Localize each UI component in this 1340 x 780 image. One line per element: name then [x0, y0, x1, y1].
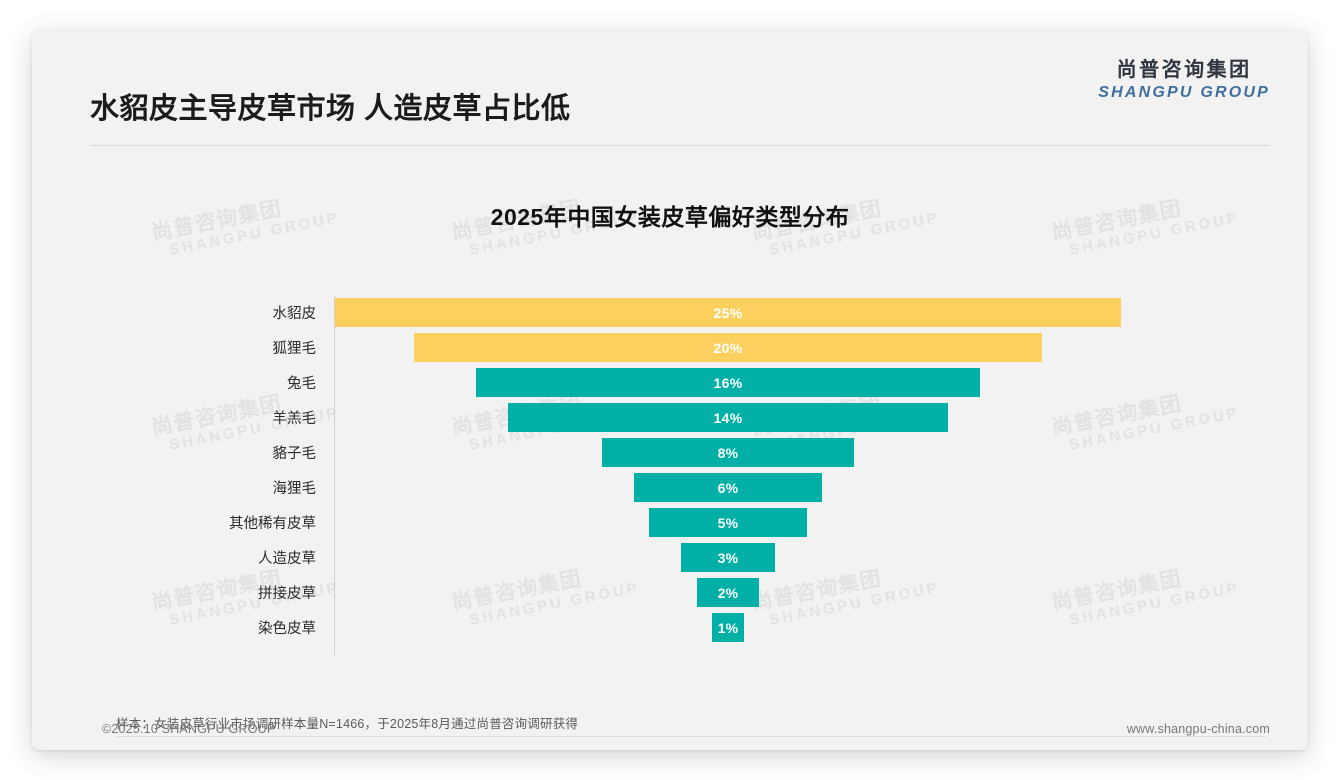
bar-category-label: 羊羔毛 [272, 411, 317, 427]
chart-row: 人造皮草 3% [162, 540, 1192, 575]
bar-track: 5% [325, 505, 1192, 540]
bar-category-label: 染色皮草 [258, 621, 316, 637]
bar-chart: 水貂皮 25% 狐狸毛 20% 兔毛 16% 羊羔毛 14% 貉子毛 8% 海狸毛 6% 其他稀有皮草 5… [162, 262, 1192, 662]
bar-category-label: 海狸毛 [272, 481, 317, 497]
footer-copyright: ©2025.10 SHANGPU GROUP [102, 722, 276, 736]
bar[interactable]: 6% [633, 473, 823, 502]
chart-row: 水貂皮 25% [162, 295, 1192, 330]
bar-value-label: 25% [713, 304, 743, 321]
bar-track: 14% [325, 400, 1192, 435]
header-divider [90, 145, 1270, 146]
slide-card: 尚普咨询集团 SHANGPU GROUP 尚普咨询集团 SHANGPU GROUP 尚普… [32, 30, 1308, 750]
footnote-divider [116, 736, 1266, 737]
bar[interactable]: 5% [649, 508, 807, 537]
chart-title: 2025年中国女装皮草偏好类型分布 [490, 204, 850, 230]
bar-value-label: 2% [717, 584, 739, 601]
bar-track: 16% [325, 365, 1192, 400]
slide-header: 水貂皮主导皮草市场 人造皮草占比低 尚普咨询集团 SHANGPU GROUP [32, 30, 1308, 125]
bar-value-label: 5% [717, 514, 739, 531]
bar-track: 3% [325, 540, 1192, 575]
bar-track: 8% [325, 435, 1192, 470]
bar-value-label: 14% [713, 409, 743, 426]
bar-track: 1% [325, 610, 1192, 645]
bar[interactable]: 2% [696, 578, 760, 607]
bar-category-label: 貉子毛 [272, 446, 317, 462]
footnote: 样本：女装皮草行业市场调研样本量N=1466，于2025年8月通过尚普咨询调研获… [116, 717, 579, 731]
bar-category-label: 狐狸毛 [272, 341, 317, 357]
chart-row: 狐狸毛 20% [162, 330, 1192, 365]
bar-track: 25% [325, 295, 1192, 330]
bar-value-label: 20% [713, 339, 743, 356]
chart-row: 其他稀有皮草 5% [162, 505, 1192, 540]
bar-track: 6% [325, 470, 1192, 505]
chart-row: 拼接皮草 2% [162, 575, 1192, 610]
bar[interactable]: 8% [602, 438, 854, 467]
bar[interactable]: 20% [413, 333, 1043, 362]
chart-row: 染色皮草 1% [162, 610, 1192, 645]
bar[interactable]: 14% [507, 403, 949, 432]
bar-value-label: 16% [713, 374, 743, 391]
chart-row: 羊羔毛 14% [162, 400, 1192, 435]
chart-row: 兔毛 16% [162, 365, 1192, 400]
bar-value-label: 1% [717, 619, 739, 636]
chart-row: 海狸毛 6% [162, 470, 1192, 505]
brand-logo-cn: 尚普咨询集团 [1116, 59, 1252, 81]
bar[interactable]: 16% [476, 368, 980, 397]
brand-logo-en: SHANGPU GROUP [1098, 84, 1270, 101]
bar-track: 2% [325, 575, 1192, 610]
slide-footer: ©2025.10 SHANGPU GROUP www.shangpu-china… [32, 716, 1308, 750]
bar-category-label: 拼接皮草 [258, 586, 316, 602]
bar-category-label: 人造皮草 [258, 551, 316, 567]
bar-category-label: 其他稀有皮草 [229, 516, 316, 532]
chart-row: 貉子毛 8% [162, 435, 1192, 470]
page-title: 水貂皮主导皮草市场 人造皮草占比低 [90, 93, 571, 125]
bar-value-label: 6% [717, 479, 739, 496]
bar[interactable]: 1% [712, 613, 744, 642]
bar-category-label: 兔毛 [287, 376, 316, 392]
bar-track: 20% [325, 330, 1192, 365]
bar-category-label: 水貂皮 [272, 306, 317, 322]
chart-axis-line [334, 295, 335, 655]
bar-value-label: 3% [717, 549, 739, 566]
footer-website-link[interactable]: www.shangpu-china.com [1126, 722, 1270, 736]
bar[interactable]: 3% [680, 543, 776, 572]
bar-value-label: 8% [717, 444, 739, 461]
bar[interactable]: 25% [335, 298, 1121, 327]
brand-logo: 尚普咨询集团 SHANGPU GROUP [1098, 60, 1270, 101]
